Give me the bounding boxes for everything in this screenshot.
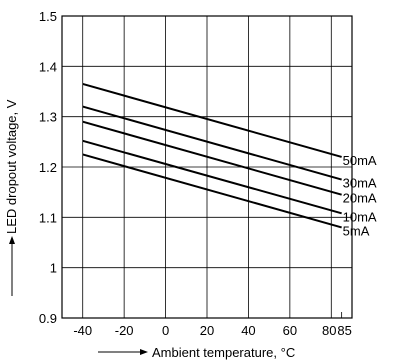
- x-tick-label: 80: [322, 323, 336, 338]
- x-tick-labels: -40 -20 0 20 40 60 80 85: [73, 323, 352, 338]
- y-tick-label: 1.4: [39, 59, 57, 74]
- y-tick-label: 1.3: [39, 110, 57, 125]
- series-line-10ma: [82, 139, 342, 215]
- plot-frame: [61, 15, 353, 319]
- x-tick-label: 20: [200, 323, 214, 338]
- x-tick-label: -20: [115, 323, 134, 338]
- y-axis-title: LED dropout voltage, V: [4, 99, 19, 296]
- series-label-30ma: 30mA: [343, 176, 377, 191]
- y-tick-label: 1.1: [39, 210, 57, 225]
- y-tick-label: 1: [50, 261, 57, 276]
- series-label-20ma: 20mA: [343, 191, 377, 206]
- x-tick-label: 85: [337, 323, 351, 338]
- series-label-10ma: 10mA: [343, 209, 377, 224]
- y-tick-label: 1.2: [39, 160, 57, 175]
- x-axis-title: Ambient temperature, °C: [98, 345, 295, 360]
- y-tick-label: 1.5: [39, 9, 57, 24]
- grid: [62, 16, 352, 318]
- series-line-5ma: [82, 153, 342, 229]
- series-line-50ma: [82, 82, 342, 158]
- series-label-50ma: 50mA: [343, 153, 377, 168]
- x-tick-label: 0: [162, 323, 169, 338]
- series-line-30ma: [82, 105, 342, 181]
- y-axis-label: LED dropout voltage, V: [4, 99, 19, 234]
- y-tick-label: 0.9: [39, 311, 57, 326]
- x-tick-label: -40: [73, 323, 92, 338]
- x-tick-label: 40: [241, 323, 255, 338]
- x-axis-label: Ambient temperature, °C: [152, 345, 295, 360]
- series-line-20ma: [82, 120, 342, 196]
- x-tick-label: 60: [283, 323, 297, 338]
- y-tick-labels: 0.9 1 1.1 1.2 1.3 1.4 1.5: [39, 9, 57, 326]
- series-label-5ma: 5mA: [343, 223, 370, 238]
